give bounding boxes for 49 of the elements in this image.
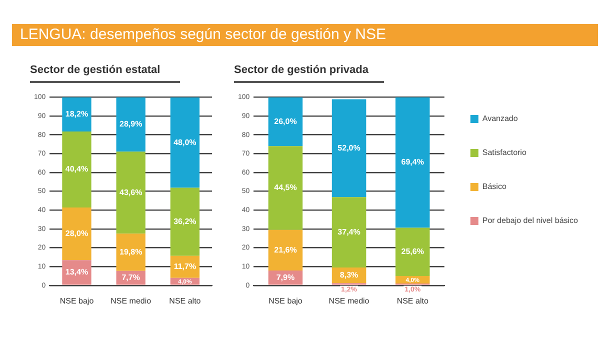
data-label: 18,2% [65,110,88,119]
x-tick-label: NSE medio [110,296,152,306]
chart-title: Sector de gestión estatal [30,64,180,83]
bar [170,97,200,188]
bar [332,99,366,198]
bar [268,97,303,146]
bar [62,260,92,285]
x-tick-label: NSE medio [328,296,370,306]
data-label: 11,7% [174,262,196,272]
data-label: 28,0% [65,229,88,238]
data-label: 48,0% [174,138,196,147]
data-label: 52,0% [338,143,360,152]
bar [116,152,146,234]
data-label: 36,2% [174,216,196,226]
bar [116,97,146,152]
data-label: 25,6% [401,247,424,256]
data-label: 7,9% [276,272,295,282]
bar [116,234,146,271]
x-tick-label: NSE bajo [268,296,303,306]
bar [268,146,303,230]
bar [62,97,92,132]
legend-label: Avanzado [482,114,518,124]
data-label: 19,8% [119,247,142,256]
data-label: 13,4% [65,268,88,277]
data-label: 28,9% [119,120,142,129]
data-label: 44,5% [274,183,297,192]
legend-label: Satisfactorio [482,148,527,158]
data-label: 8,3% [340,270,358,280]
data-label: 43,6% [119,188,142,197]
bar [332,197,366,268]
bar [62,131,92,208]
data-label: 7,7% [122,273,140,282]
bar [62,207,92,260]
x-tick-label: NSE alto [396,296,429,306]
x-tick-label: NSE alto [169,296,202,306]
data-label: 21,6% [274,245,297,254]
bar [170,188,200,256]
text: LENGUA: desempeños según sector de gestión y NSE [12,24,598,46]
bar [268,230,303,271]
x-tick-label: NSE bajo [60,296,94,306]
legend-label: Básico [482,182,507,192]
bar [395,97,430,228]
data-label: 69,4% [401,158,424,167]
data-label: 37,4% [338,228,360,237]
bar [395,228,430,276]
chart-title: Sector de gestión privada [234,64,384,83]
legend-label: Por debajo del nivel básico [482,216,579,226]
data-label: 40,4% [65,164,88,174]
data-label: 26,0% [274,116,297,126]
